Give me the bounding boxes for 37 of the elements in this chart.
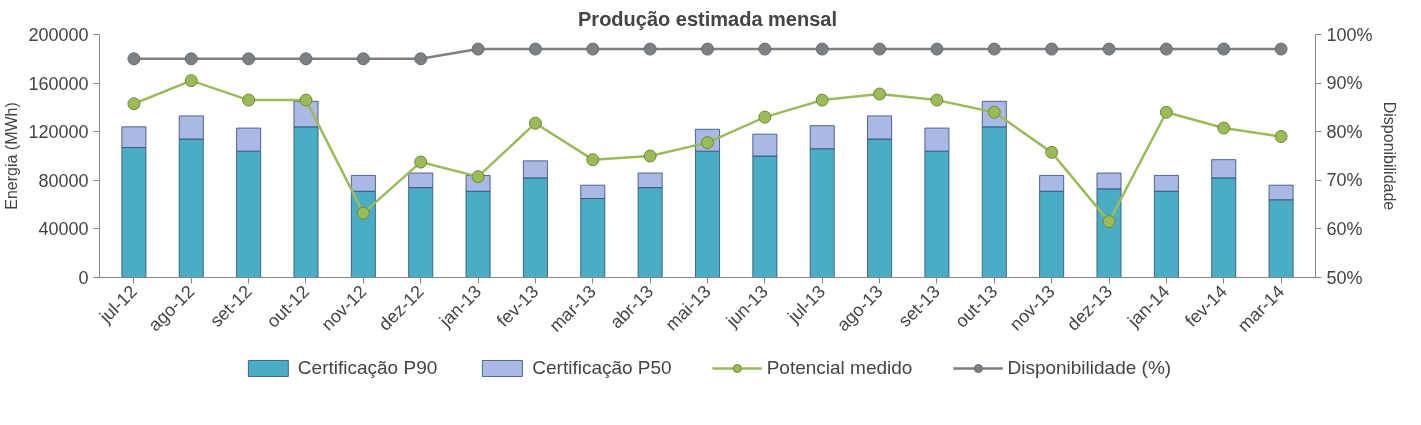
y2-tick-label: 80% — [1326, 121, 1363, 142]
y2-tick-label: 100% — [1326, 24, 1373, 45]
y-axis-title: Energia (MWh) — [3, 102, 21, 210]
point — [873, 87, 887, 101]
point — [184, 74, 198, 88]
y-tick-label: 40000 — [38, 219, 89, 240]
y2-tick-label: 60% — [1326, 218, 1363, 239]
point — [299, 93, 313, 107]
point — [586, 153, 600, 167]
chart-title: Produção estimada mensal — [578, 7, 837, 30]
legend-label: Certificação P90 — [297, 356, 438, 379]
point — [127, 97, 141, 111]
y2-tick-label: 70% — [1326, 170, 1363, 191]
point — [1217, 121, 1231, 135]
y2-axis-title: Disponibilidade — [1380, 101, 1398, 211]
y-tick-label: 160000 — [28, 73, 89, 94]
point — [930, 93, 944, 107]
point — [815, 93, 829, 107]
legend-label: Certificação P50 — [532, 356, 672, 379]
point — [356, 206, 370, 220]
point — [758, 110, 772, 124]
point — [643, 149, 657, 163]
point — [414, 155, 428, 169]
point — [242, 93, 256, 107]
y-tick-label: 120000 — [28, 122, 89, 143]
y-tick-label: 0 — [78, 268, 89, 288]
y2-tick-label: 90% — [1326, 73, 1363, 94]
y-tick-label: 200000 — [28, 25, 89, 45]
y2-tick-label: 50% — [1326, 267, 1363, 288]
point — [1274, 130, 1288, 144]
point — [1159, 105, 1173, 119]
legend-label: Disponibilidade (%) — [1007, 356, 1172, 379]
point — [1045, 145, 1059, 159]
point — [1102, 215, 1116, 229]
legend-label: Potencial medido — [766, 356, 913, 379]
y-tick-label: 80000 — [38, 170, 89, 191]
point — [528, 116, 542, 130]
